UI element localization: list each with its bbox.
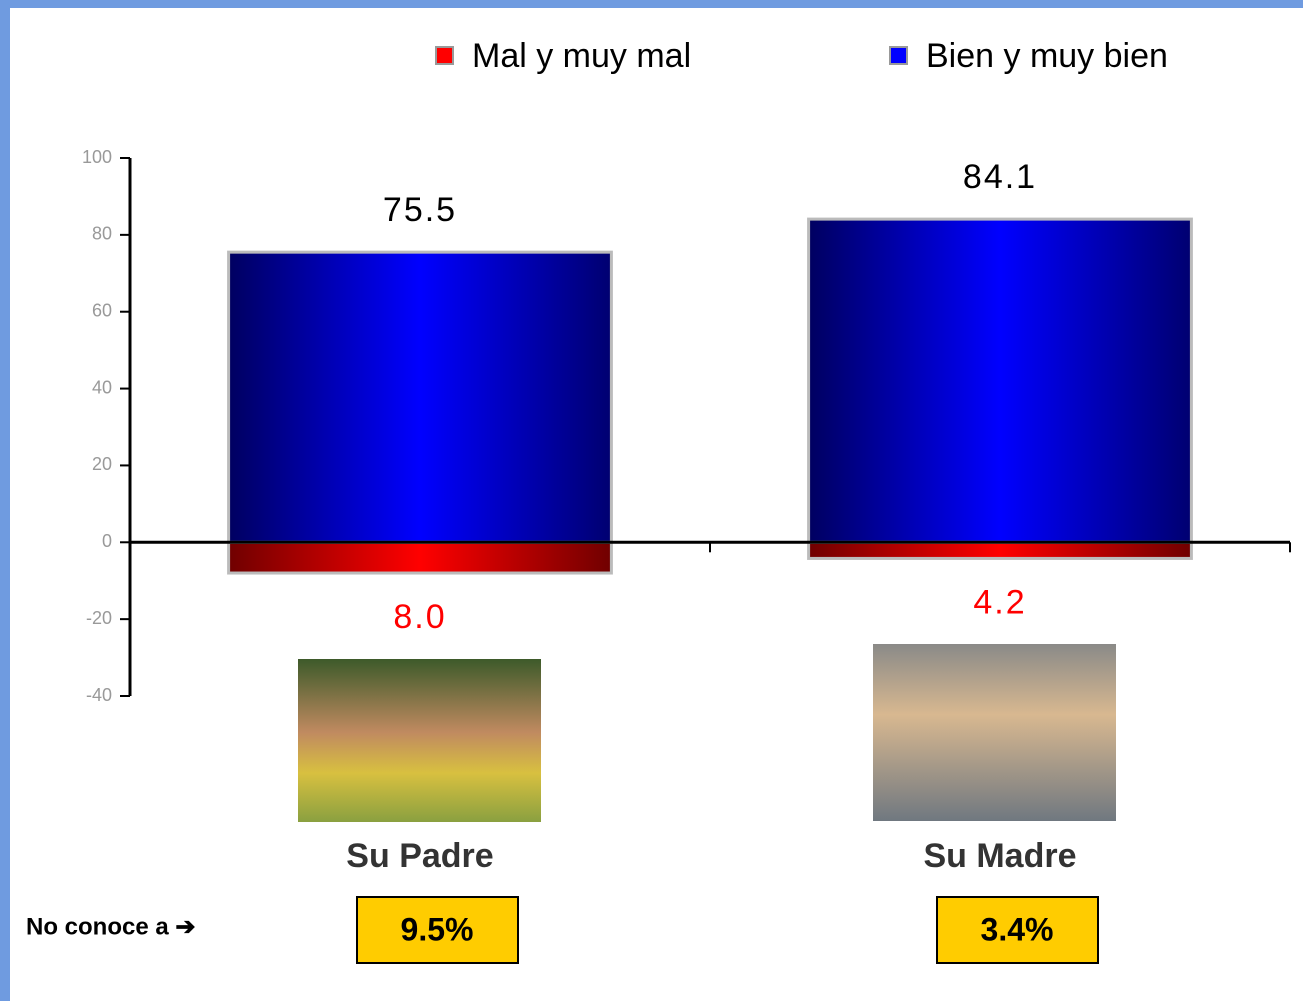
unknown-label: 9.5%: [401, 911, 474, 947]
y-tick-label: -20: [86, 608, 112, 628]
bar: [807, 217, 1193, 544]
legend-swatch: [435, 46, 454, 65]
unknown-box: [936, 896, 1099, 964]
y-tick-label: -40: [86, 685, 112, 705]
bar: [227, 540, 613, 575]
y-tick-label: 40: [92, 377, 112, 397]
legend-swatch: [889, 46, 908, 65]
y-tick-label: 80: [92, 224, 112, 244]
unknown-label: 3.4%: [981, 911, 1054, 947]
value-label: 75.5: [383, 191, 457, 229]
y-tick-label: 0: [102, 531, 112, 551]
photo: [873, 644, 1116, 821]
y-tick-label: 60: [92, 300, 112, 320]
legend-label: Bien y muy bien: [926, 37, 1168, 75]
unknown-box: [356, 896, 519, 964]
value-label: 8.0: [393, 598, 446, 636]
x-tick-label: Su Madre: [923, 837, 1076, 875]
bar: [227, 250, 613, 544]
value-label: 4.2: [973, 583, 1026, 621]
value-label: 84.1: [963, 158, 1037, 196]
x-tick-label: Su Padre: [346, 837, 493, 875]
y-tick-label: 20: [92, 454, 112, 474]
bar: [807, 540, 1193, 560]
photo: [298, 659, 541, 822]
annotation: No conoce a ➔: [26, 913, 195, 940]
legend-label: Mal y muy mal: [472, 37, 691, 75]
y-tick-label: 100: [82, 147, 112, 167]
